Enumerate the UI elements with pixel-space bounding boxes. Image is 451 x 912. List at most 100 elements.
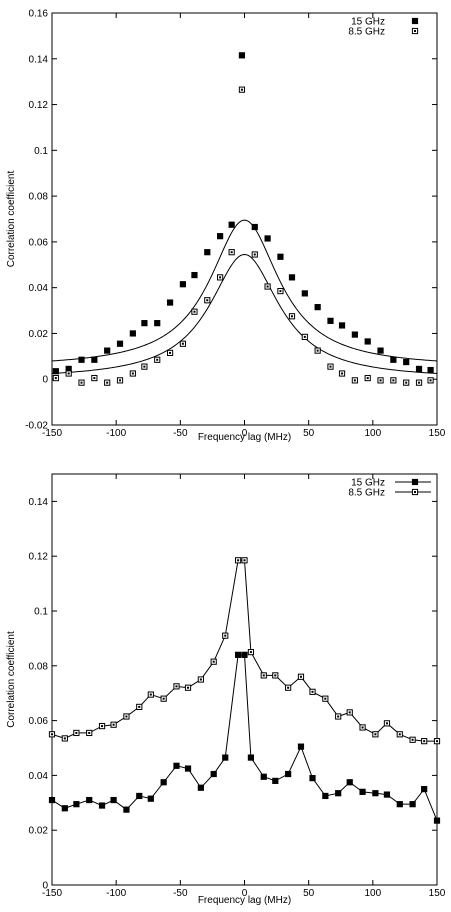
data-point-dot [405, 381, 408, 384]
data-point-dot [299, 675, 302, 678]
data-point-dot [149, 693, 152, 696]
data-point-dot [67, 372, 70, 375]
data-point [52, 368, 59, 375]
data-point-dot [101, 725, 104, 728]
y-tick-label: 0.04 [29, 283, 49, 294]
data-point-dot [88, 731, 91, 734]
data-point [160, 779, 167, 786]
data-point [98, 802, 106, 809]
data-point-dot [131, 372, 134, 375]
data-point-dot [329, 365, 332, 368]
data-point [346, 779, 353, 786]
data-point [136, 792, 143, 800]
chart-1: -150 -100 -50 0 50 100 150 -0.02 0 0.02 0.04 0.06 0.… [6, 9, 446, 444]
data-point-dot [75, 731, 78, 734]
data-point-dot [411, 738, 414, 741]
x-tick-label: 100 [364, 888, 381, 899]
data-point [179, 281, 187, 288]
data-point [427, 366, 434, 374]
y-tick-label: 0.12 [29, 100, 49, 111]
legend-label: 8.5 GHz [348, 488, 385, 499]
x-tick-label: 150 [429, 888, 446, 899]
data-point [204, 249, 211, 256]
data-point-dot [169, 351, 172, 354]
y-tick-label: 0 [42, 375, 48, 386]
data-point-dot [187, 686, 190, 689]
x-tick-label: 50 [303, 428, 315, 439]
data-point-dot [316, 349, 319, 352]
data-point-dot [112, 723, 115, 726]
y-tick-label: 0.16 [29, 9, 49, 20]
legend-label: 15 GHz [351, 478, 385, 489]
data-point [110, 796, 117, 804]
data-point [377, 347, 384, 354]
y-tick-label: 0.04 [29, 771, 49, 782]
data-point-dot [418, 381, 421, 384]
y-tick-label: 0.14 [29, 497, 49, 508]
data-point-dot [181, 342, 184, 345]
y-tick-label: 0.14 [29, 54, 49, 65]
legend-marker [411, 478, 419, 486]
y-tick-label: 0.08 [29, 192, 49, 203]
data-point [359, 788, 366, 795]
data-point [86, 796, 93, 804]
data-point [210, 770, 217, 778]
data-point [184, 765, 192, 772]
data-point-dot [63, 737, 66, 740]
data-point [197, 784, 204, 791]
x-axis-title: Frequency lag (MHz) [198, 432, 291, 443]
data-point-dot [224, 634, 227, 637]
y-tick-label: -0.02 [25, 421, 48, 432]
data-point [396, 801, 403, 808]
x-tick-label: -100 [106, 888, 126, 899]
data-point [234, 651, 242, 658]
data-point-dot [206, 299, 209, 302]
data-point-dot [341, 372, 344, 375]
data-point [166, 299, 174, 306]
legend-label: 8.5 GHz [348, 27, 385, 38]
y-axis-title: Correlation coefficient [6, 631, 17, 728]
data-point-dot [436, 740, 438, 743]
y-tick-label: 0 [42, 881, 48, 892]
series-8-5ghz [52, 86, 434, 386]
data-point [173, 762, 180, 769]
legend-marker [411, 17, 419, 25]
data-point [154, 320, 161, 327]
data-point [61, 805, 68, 812]
data-point-dot [249, 651, 252, 654]
data-point [104, 347, 111, 354]
data-point-dot [240, 88, 243, 91]
data-point [260, 773, 267, 780]
data-point [372, 790, 379, 797]
data-point-dot [156, 358, 159, 361]
data-point-dot [303, 335, 306, 338]
data-point [123, 806, 130, 813]
data-point [116, 340, 124, 347]
x-tick-label: 50 [303, 888, 315, 899]
data-point-dot [219, 276, 222, 279]
x-tick-label: -150 [42, 888, 62, 899]
data-point [433, 817, 441, 824]
data-point-dot [138, 705, 141, 708]
data-point [390, 356, 397, 363]
y-tick-label: 0.08 [29, 661, 49, 672]
data-point-dot [125, 715, 128, 718]
y-tick-label: 0.02 [29, 329, 49, 340]
data-point-dot [266, 285, 269, 288]
series-line [51, 559, 437, 742]
data-point-dot [385, 722, 388, 725]
data-point [264, 235, 271, 242]
y-tick-label: 0.02 [29, 826, 49, 837]
data-point-dot [392, 379, 395, 382]
chart-2: -150 -100 -50 0 50 100 150 0 0.02 0.04 0.06 0.08 0.1… [6, 473, 446, 906]
data-point-dot [337, 715, 340, 718]
data-point [421, 786, 428, 793]
data-point [91, 356, 98, 363]
data-point [403, 358, 410, 366]
x-tick-label: 100 [364, 428, 381, 439]
data-point-dot [143, 365, 146, 368]
data-point [327, 317, 334, 324]
data-point-dot [162, 697, 165, 700]
y-tick-label: 0.1 [34, 607, 48, 618]
